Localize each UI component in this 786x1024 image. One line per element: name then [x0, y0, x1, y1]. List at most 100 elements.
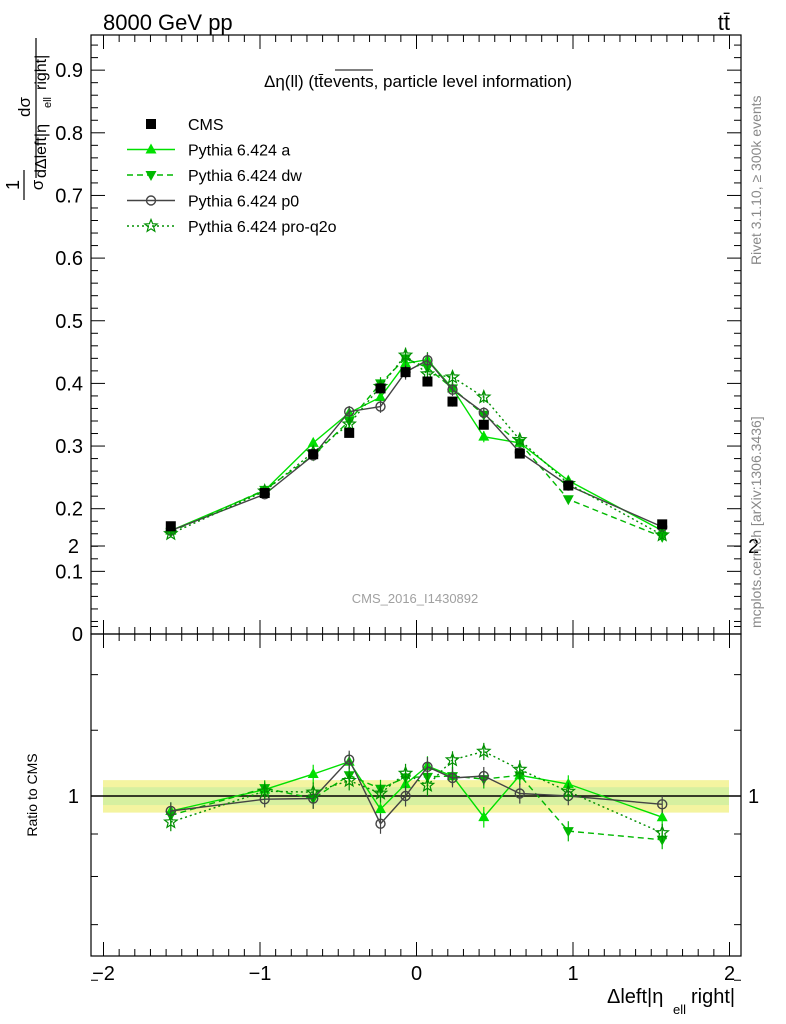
y-tick-label: 0.4 [55, 373, 83, 395]
pythia-6-424-pro-q2o-ratio-point [372, 785, 389, 800]
ratio-y-axis-label: Ratio to CMS [24, 753, 40, 836]
main-panel: 0 0.1 0.2 0.3 0.4 0.5 0.6 0.7 0.8 0.9 Δη(ll) (tt̄… [55, 34, 742, 646]
pythia-6-424-pro-q2o-ratio-point [256, 783, 273, 798]
cms-data-point [447, 396, 458, 407]
y-label-tail: right| [33, 55, 50, 90]
y-tick-label: 0 [72, 624, 83, 646]
pythia-6-424-p0-ratio-point [344, 754, 355, 765]
y-tick-label: 0.6 [55, 248, 83, 270]
pythia-6-424-a-point [375, 391, 387, 402]
y-tick-label: 0.2 [55, 499, 83, 521]
pythia-6-424-pro-q2o-point [476, 389, 492, 404]
x-tick-labels: −2 −1 0 1 2 [92, 963, 735, 985]
x-label-main: Δleft|η [607, 986, 663, 1008]
pythia-6-424-p0-point [478, 407, 489, 419]
legend-marker-pythia-6-424-p0 [145, 195, 157, 206]
legend-label-pythia-6-424-pro-q2o: Pythia 6.424 pro-q2o [188, 219, 337, 236]
pythia-6-424-pro-q2o-point [341, 415, 357, 431]
pythia-6-424-dw-ratio-point [562, 827, 574, 838]
x-tick-label: 2 [724, 963, 735, 985]
pythia-6-424-p0-point [375, 401, 386, 412]
legend-label-pythia-6-424-p0: Pythia 6.424 p0 [188, 194, 299, 211]
legend-marker-cms [146, 119, 156, 129]
legend-marker-pythia-6-424-dw [145, 171, 157, 181]
x-tick-label: −1 [249, 963, 272, 985]
pythia-6-424-a-point [307, 436, 319, 447]
pythia-6-424-a-ratio-point [478, 811, 490, 822]
process-label: tt̄ [718, 10, 730, 35]
ratio-y-tick-labels: 0.50.51122 [68, 536, 759, 808]
pythia-6-424-pro-q2o-ratio-point [654, 824, 670, 840]
pythia-6-424-p0-ratio-point [400, 790, 411, 802]
legend: CMS Pythia 6.424 a Pythia 6.424 dw Pythia 6… [127, 117, 337, 236]
pythia-6-424-dw-point [562, 495, 574, 506]
pythia-6-424-a-line [170, 358, 663, 532]
ratio-panel: 0.50.51122 Ratio to CMS [24, 536, 759, 981]
pythia-6-424-pro-q2o-ratio-point [163, 813, 179, 829]
main-series-layer [163, 347, 670, 543]
y-label-denominator: dΔleft|η [33, 124, 50, 178]
pythia-6-424-p0-point [447, 384, 458, 395]
cms-data-point [400, 367, 411, 378]
legend-marker-pythia-6-424-a [145, 143, 157, 154]
pythia-6-424-p0-ratio-point [514, 788, 525, 799]
cms-data-point [375, 383, 386, 394]
legend-label-pythia-6-424-dw: Pythia 6.424 dw [188, 168, 302, 185]
main-y-tick-labels: 0 0.1 0.2 0.3 0.4 0.5 0.6 0.7 0.8 0.9 [55, 60, 83, 646]
main-y-axis-label: 1 σ dσ dΔleft|η ell right| [3, 38, 54, 200]
y-label-dsigma: dσ [15, 97, 34, 117]
y-label-numerator-one: 1 [3, 180, 23, 190]
pythia-6-424-p0-ratio-point [375, 818, 386, 829]
legend-label-cms: CMS [188, 117, 224, 134]
main-axis-ticks [91, 35, 741, 635]
pythia-6-424-a-point [478, 430, 490, 441]
pythia-6-424-pro-q2o-ratio-point [305, 784, 321, 799]
pythia-6-424-pro-q2o-point [512, 431, 528, 447]
pythia-6-424-p0-ratio-point [478, 770, 489, 782]
pythia-6-424-pro-q2o-ratio-point [444, 751, 461, 767]
pythia-6-424-a-ratio-point [307, 768, 319, 779]
x-label-subscript: ell [673, 1002, 686, 1017]
cms-data-point [259, 488, 270, 499]
ratio-tick-label-left: 1 [68, 786, 79, 808]
legend-marker-pythia-6-424-pro-q2o [143, 217, 159, 233]
x-tick-label: 1 [567, 963, 578, 985]
legend-label-pythia-6-424-a: Pythia 6.424 a [188, 143, 290, 160]
energy-label: 8000 GeV pp [103, 10, 233, 35]
x-tick-label: 0 [411, 963, 422, 985]
y-tick-label: 0.5 [55, 311, 83, 333]
pythia-6-424-pro-q2o-ratio-point [560, 783, 577, 799]
pythia-6-424-p0-point [422, 355, 433, 366]
pythia-6-424-p0-line [170, 359, 663, 532]
x-label-tail: right| [691, 986, 735, 1008]
pythia-6-424-pro-q2o-point [654, 526, 670, 542]
y-tick-label: 0.3 [55, 436, 83, 458]
y-tick-label: 0.1 [55, 561, 83, 583]
pythia-6-424-p0-ratio-point [447, 772, 458, 784]
ratio-tick-label-right: 2 [748, 536, 759, 558]
pythia-6-424-pro-q2o-ratio-point [419, 777, 436, 793]
cms-data-point [657, 519, 668, 530]
pythia-6-424-pro-q2o-ratio-point [397, 765, 414, 781]
ratio-tick-label-left: 2 [68, 536, 79, 558]
y-label-subscript: ell [42, 97, 54, 108]
y-tick-label: 0.7 [55, 185, 83, 207]
cms-data-point [563, 480, 574, 491]
pythia-6-424-a-ratio-point [375, 803, 387, 814]
x-tick-label: −2 [92, 963, 115, 985]
cms-data-point [422, 376, 433, 387]
ratio-uncertainty-band [91, 780, 741, 813]
y-tick-label: 0.9 [55, 60, 83, 82]
y-tick-label: 0.8 [55, 123, 83, 145]
pythia-6-424-pro-q2o-ratio-point [476, 743, 492, 758]
pythia-6-424-a-ratio-line [170, 760, 663, 819]
pythia-6-424-pro-q2o-point [163, 525, 179, 541]
pythia-6-424-pro-q2o-ratio-point [341, 772, 357, 788]
pythia-6-424-pro-q2o-point [397, 347, 414, 362]
ratio-axis-ticks [91, 545, 741, 981]
pythia-6-424-p0-ratio-point [657, 799, 668, 810]
x-axis-label: Δleft|η ell right| [607, 986, 735, 1017]
cms-data-point [308, 449, 319, 460]
cms-data-point [165, 521, 176, 532]
